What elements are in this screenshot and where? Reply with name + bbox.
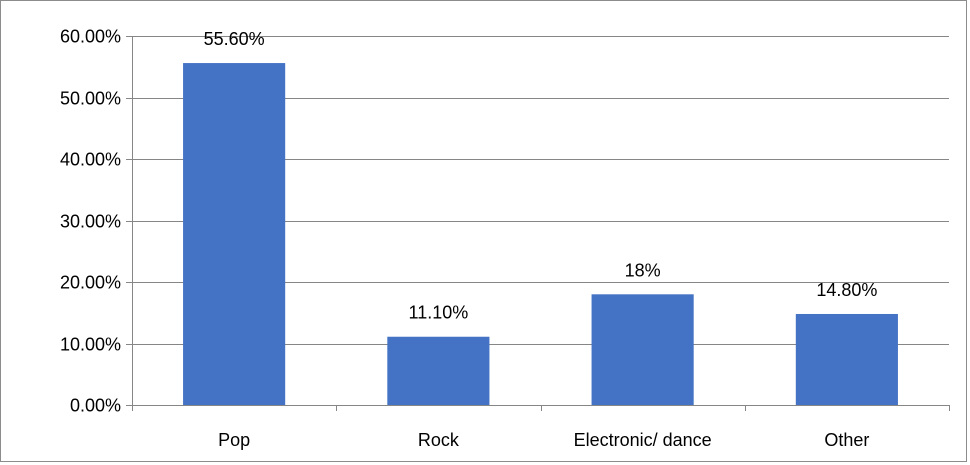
axes	[126, 36, 950, 411]
bar-electronic-dance	[591, 294, 694, 405]
bars	[183, 63, 898, 406]
y-tick-label: 60.00%	[60, 27, 121, 47]
bar-other	[795, 313, 898, 405]
labels: 0.00% 10.00% 20.00% 30.00% 40.00% 50.00% 60.00…	[60, 27, 877, 451]
data-label: 11.10%	[409, 303, 469, 323]
bar-pop	[183, 63, 286, 406]
x-tick-label: Pop	[218, 430, 250, 450]
y-tick-label: 50.00%	[60, 89, 121, 109]
x-tick-label: Electronic/ dance	[574, 430, 712, 450]
y-tick-label: 40.00%	[60, 150, 121, 170]
bar-rock	[387, 336, 490, 405]
y-tick-label: 20.00%	[60, 273, 121, 293]
y-tick-label: 30.00%	[60, 212, 121, 232]
y-tick-label: 0.00%	[70, 396, 121, 416]
x-tick-label: Other	[824, 430, 869, 450]
x-tick-label: Rock	[418, 430, 460, 450]
y-tick-label: 10.00%	[60, 335, 121, 355]
data-label: 18%	[625, 260, 661, 280]
data-label: 55.60%	[204, 29, 265, 49]
data-label: 14.80%	[816, 280, 877, 300]
